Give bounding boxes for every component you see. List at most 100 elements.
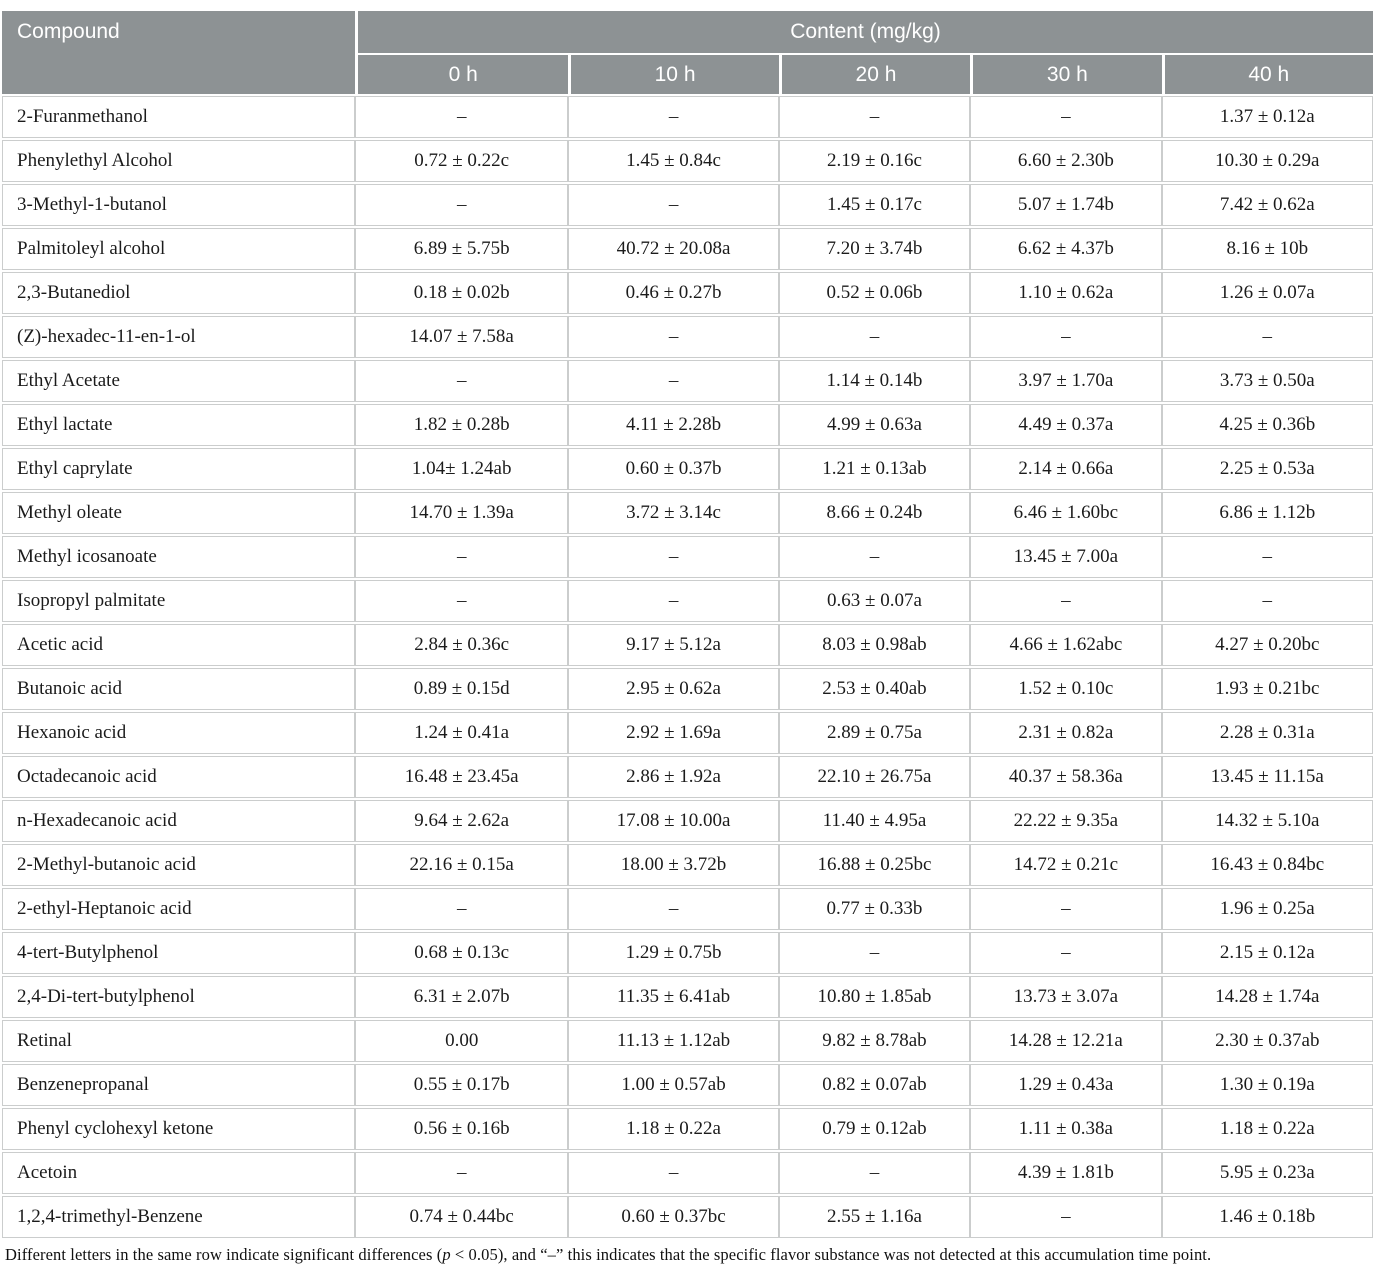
value-cell: –: [355, 96, 569, 138]
value-cell: –: [568, 580, 779, 622]
value-cell: 2.28 ± 0.31a: [1161, 712, 1373, 754]
compound-name: Phenylethyl Alcohol: [2, 140, 356, 182]
value-cell: 14.72 ± 0.21c: [970, 844, 1162, 886]
value-cell: –: [1161, 536, 1373, 578]
table-row: 2-Methyl-butanoic acid 22.16 ± 0.15a 18.…: [2, 844, 1373, 886]
value-cell: 0.56 ± 0.16b: [355, 1108, 569, 1150]
value-cell: –: [778, 932, 971, 974]
value-cell: –: [568, 888, 779, 930]
table-row: Ethyl Acetate – – 1.14 ± 0.14b 3.97 ± 1.…: [2, 360, 1373, 402]
value-cell: 5.07 ± 1.74b: [970, 184, 1162, 226]
value-cell: 13.45 ± 7.00a: [970, 536, 1162, 578]
header-row-times: 0 h 10 h 20 h 30 h 40 h: [2, 55, 1373, 94]
value-cell: 11.13 ± 1.12ab: [568, 1020, 779, 1062]
value-cell: 2.92 ± 1.69a: [568, 712, 779, 754]
value-cell: 1.45 ± 0.84c: [568, 140, 779, 182]
value-cell: 1.29 ± 0.43a: [970, 1064, 1162, 1106]
value-cell: –: [1161, 580, 1373, 622]
value-cell: 4.27 ± 0.20bc: [1161, 624, 1373, 666]
compound-name: 2,3-Butanediol: [2, 272, 356, 314]
value-cell: –: [355, 360, 569, 402]
value-cell: 0.60 ± 0.37bc: [568, 1196, 779, 1238]
value-cell: –: [355, 184, 569, 226]
table-row: Phenyl cyclohexyl ketone 0.56 ± 0.16b 1.…: [2, 1108, 1373, 1150]
compound-column-header: Compound: [2, 11, 356, 94]
value-cell: 6.46 ± 1.60bc: [970, 492, 1162, 534]
value-cell: –: [778, 536, 971, 578]
value-cell: 1.18 ± 0.22a: [1161, 1108, 1373, 1150]
compound-name: Methyl icosanoate: [2, 536, 356, 578]
value-cell: 2.84 ± 0.36c: [355, 624, 569, 666]
value-cell: 1.30 ± 0.19a: [1161, 1064, 1373, 1106]
value-cell: 4.25 ± 0.36b: [1161, 404, 1373, 446]
value-cell: –: [1161, 316, 1373, 358]
footnote-text-2: < 0.05), and “–” this indicates that the…: [450, 1245, 1212, 1264]
value-cell: –: [568, 184, 779, 226]
compound-name: Methyl oleate: [2, 492, 356, 534]
table-row: Ethyl caprylate 1.04± 1.24ab 0.60 ± 0.37…: [2, 448, 1373, 490]
value-cell: 2.55 ± 1.16a: [778, 1196, 971, 1238]
table-row: Methyl icosanoate – – – 13.45 ± 7.00a –: [2, 536, 1373, 578]
value-cell: 3.72 ± 3.14c: [568, 492, 779, 534]
value-cell: 6.60 ± 2.30b: [970, 140, 1162, 182]
table-row: 2-ethyl-Heptanoic acid – – 0.77 ± 0.33b …: [2, 888, 1373, 930]
value-cell: –: [355, 888, 569, 930]
value-cell: 14.32 ± 5.10a: [1161, 800, 1373, 842]
value-cell: 4.49 ± 0.37a: [970, 404, 1162, 446]
value-cell: 6.89 ± 5.75b: [355, 228, 569, 270]
value-cell: 1.24 ± 0.41a: [355, 712, 569, 754]
value-cell: 2.53 ± 0.40ab: [778, 668, 971, 710]
table-body: 2-Furanmethanol – – – – 1.37 ± 0.12a Phe…: [2, 96, 1373, 1238]
time-header-0h: 0 h: [355, 55, 569, 94]
value-cell: 11.40 ± 4.95a: [778, 800, 971, 842]
value-cell: 1.04± 1.24ab: [355, 448, 569, 490]
value-cell: 2.15 ± 0.12a: [1161, 932, 1373, 974]
value-cell: 14.28 ± 12.21a: [970, 1020, 1162, 1062]
value-cell: 0.74 ± 0.44bc: [355, 1196, 569, 1238]
table-row: Ethyl lactate 1.82 ± 0.28b 4.11 ± 2.28b …: [2, 404, 1373, 446]
value-cell: –: [970, 932, 1162, 974]
table-row: 2,4-Di-tert-butylphenol 6.31 ± 2.07b 11.…: [2, 976, 1373, 1018]
value-cell: 6.62 ± 4.37b: [970, 228, 1162, 270]
value-cell: –: [355, 1152, 569, 1194]
content-group-header: Content (mg/kg): [355, 11, 1373, 53]
value-cell: 8.66 ± 0.24b: [778, 492, 971, 534]
compound-name: 2-Furanmethanol: [2, 96, 356, 138]
value-cell: 1.14 ± 0.14b: [778, 360, 971, 402]
compound-name: Phenyl cyclohexyl ketone: [2, 1108, 356, 1150]
compound-name: Octadecanoic acid: [2, 756, 356, 798]
value-cell: 14.70 ± 1.39a: [355, 492, 569, 534]
value-cell: 1.37 ± 0.12a: [1161, 96, 1373, 138]
compound-name: Palmitoleyl alcohol: [2, 228, 356, 270]
value-cell: 3.73 ± 0.50a: [1161, 360, 1373, 402]
value-cell: –: [568, 96, 779, 138]
value-cell: 1.82 ± 0.28b: [355, 404, 569, 446]
table-row: 1,2,4-trimethyl-Benzene 0.74 ± 0.44bc 0.…: [2, 1196, 1373, 1238]
table-row: 3-Methyl-1-butanol – – 1.45 ± 0.17c 5.07…: [2, 184, 1373, 226]
compound-name: 2-Methyl-butanoic acid: [2, 844, 356, 886]
value-cell: 2.86 ± 1.92a: [568, 756, 779, 798]
value-cell: 2.19 ± 0.16c: [778, 140, 971, 182]
value-cell: 1.93 ± 0.21bc: [1161, 668, 1373, 710]
value-cell: 8.03 ± 0.98ab: [778, 624, 971, 666]
compound-name: Isopropyl palmitate: [2, 580, 356, 622]
table-row: Benzenepropanal 0.55 ± 0.17b 1.00 ± 0.57…: [2, 1064, 1373, 1106]
value-cell: 0.46 ± 0.27b: [568, 272, 779, 314]
value-cell: 0.63 ± 0.07a: [778, 580, 971, 622]
table-row: n-Hexadecanoic acid 9.64 ± 2.62a 17.08 ±…: [2, 800, 1373, 842]
value-cell: 7.42 ± 0.62a: [1161, 184, 1373, 226]
compound-name: Butanoic acid: [2, 668, 356, 710]
compound-name: Ethyl lactate: [2, 404, 356, 446]
value-cell: –: [568, 536, 779, 578]
table-row: Octadecanoic acid 16.48 ± 23.45a 2.86 ± …: [2, 756, 1373, 798]
value-cell: 4.39 ± 1.81b: [970, 1152, 1162, 1194]
compound-name: (Z)-hexadec-11-en-1-ol: [2, 316, 356, 358]
compound-name: 4-tert-Butylphenol: [2, 932, 356, 974]
value-cell: –: [970, 96, 1162, 138]
value-cell: 1.18 ± 0.22a: [568, 1108, 779, 1150]
value-cell: 16.88 ± 0.25bc: [778, 844, 971, 886]
value-cell: 16.48 ± 23.45a: [355, 756, 569, 798]
value-cell: 1.26 ± 0.07a: [1161, 272, 1373, 314]
value-cell: 0.18 ± 0.02b: [355, 272, 569, 314]
